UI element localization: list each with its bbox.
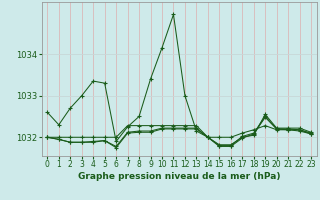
- X-axis label: Graphe pression niveau de la mer (hPa): Graphe pression niveau de la mer (hPa): [78, 172, 280, 181]
